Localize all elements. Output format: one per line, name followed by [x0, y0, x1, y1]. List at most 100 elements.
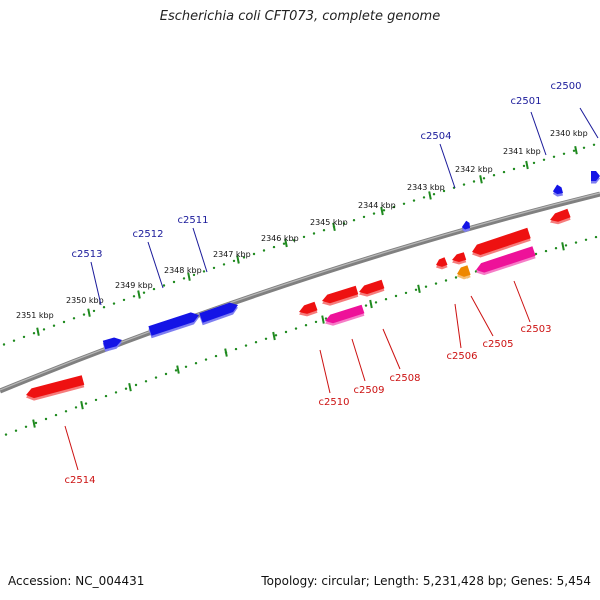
- reverse-callout-line: [470, 295, 494, 337]
- ruler-major-tick: [87, 308, 91, 317]
- ruler-dot: [44, 417, 48, 421]
- ruler-dot: [444, 279, 448, 282]
- ruler-dot: [122, 298, 126, 302]
- gene-body: [436, 257, 448, 267]
- gene-body: [457, 265, 471, 277]
- ruler-major-tick: [369, 299, 373, 309]
- ruler-dot: [242, 256, 246, 259]
- ruler-dot: [112, 302, 116, 305]
- ruler-dot: [114, 391, 118, 394]
- ruler-dot: [512, 167, 516, 171]
- reverse-gene-label: c2505: [483, 339, 514, 350]
- ruler-dot: [372, 212, 376, 215]
- ruler-dot: [304, 324, 308, 327]
- ruler-dot: [2, 343, 6, 346]
- ruler-dot: [32, 332, 36, 335]
- ruler-dot: [314, 320, 318, 324]
- gene-c2502: [550, 208, 571, 225]
- ruler-dot: [394, 294, 398, 298]
- gene-body: [199, 302, 238, 323]
- map-title: Escherichia coli CFT073, complete genome: [159, 9, 441, 24]
- ruler-dot: [412, 199, 416, 202]
- forward-gene-label: c2511: [178, 215, 209, 226]
- ruler-dot: [92, 309, 96, 313]
- ruler-dot: [442, 189, 446, 193]
- ruler-dot: [54, 413, 58, 417]
- ruler-dot: [404, 291, 408, 295]
- ruler-dot: [222, 263, 226, 266]
- ruler-dot: [292, 239, 296, 242]
- ruler-label: 2340 kbp: [550, 129, 588, 138]
- ruler-dot: [214, 354, 218, 358]
- reverse-callout-line: [513, 280, 531, 323]
- ruler-dot: [594, 235, 598, 239]
- ruler-label: 2349 kbp: [115, 281, 153, 290]
- ruler-dot: [434, 282, 438, 285]
- ruler-dot: [424, 285, 428, 288]
- ruler-dot: [152, 287, 156, 291]
- ruler-major-tick: [332, 222, 336, 231]
- gene-body: [322, 285, 359, 304]
- ruler-major-tick: [284, 238, 288, 248]
- ruler-dot: [22, 335, 26, 339]
- ruler-major-tick: [574, 146, 578, 155]
- ruler-dot: [202, 270, 206, 273]
- ruler-dot: [14, 429, 18, 432]
- ruler-dot: [104, 394, 108, 398]
- genome-summary-text: Topology: circular; Length: 5,231,428 bp…: [261, 574, 591, 588]
- genome-backbone: [0, 191, 600, 394]
- forward-gene-label: c2512: [133, 229, 164, 240]
- ruler-major-tick: [176, 365, 180, 374]
- ruler-dot: [134, 383, 138, 387]
- gene-c2514: [26, 375, 85, 401]
- ruler-label: 2345 kbp: [310, 218, 348, 227]
- ruler-dot: [144, 380, 148, 383]
- ruler-dot: [74, 406, 78, 409]
- genome-backbone-highlight: [0, 192, 600, 391]
- ruler-dot: [544, 249, 548, 253]
- ruler-dot: [102, 306, 106, 309]
- reverse-gene-label: c2508: [390, 373, 421, 384]
- gene-body: [591, 171, 600, 181]
- gene-body: [552, 184, 563, 195]
- ruler-dot: [52, 324, 56, 327]
- ruler-dot: [374, 301, 378, 304]
- gene-c2513: [102, 337, 122, 352]
- ruler-dot: [392, 205, 396, 209]
- reverse-callout-line: [454, 303, 462, 349]
- ruler-major-tick: [32, 419, 36, 428]
- ruler-dot: [234, 347, 238, 351]
- ruler-major-tick: [321, 315, 325, 324]
- ruler-label: 2344 kbp: [358, 201, 396, 210]
- ruler-dot: [184, 365, 188, 368]
- ruler-major-tick: [224, 348, 228, 357]
- ruler-dot: [192, 273, 196, 277]
- forward-callout-line: [530, 111, 547, 156]
- ruler-dot: [322, 229, 326, 232]
- ruler-dot: [4, 433, 8, 436]
- reverse-gene-label: c2509: [354, 385, 385, 396]
- ruler-dot: [244, 344, 248, 347]
- ruler-dot: [414, 288, 418, 291]
- ruler-dot: [532, 161, 536, 165]
- ruler-dot: [64, 410, 68, 413]
- ruler-dot: [562, 152, 566, 155]
- accession-text: Accession: NC_004431: [8, 574, 145, 588]
- gene-body: [102, 337, 122, 350]
- ruler-dot: [554, 247, 558, 250]
- ruler-dot: [282, 242, 286, 245]
- gene-c2511: [199, 302, 238, 326]
- forward-gene-label: c2500: [551, 81, 582, 92]
- ruler-dot: [132, 295, 136, 298]
- forward-callout-line: [439, 143, 456, 189]
- ruler-dot: [312, 232, 316, 235]
- gene-c2505: [472, 227, 531, 258]
- reverse-gene-label: c2514: [65, 475, 96, 486]
- ruler-dot: [232, 259, 236, 263]
- ruler-major-tick: [236, 255, 240, 264]
- outer-ruler: 2340 kbp 2341 kbp 2342 kbp 2343 kbp 2344 kbp…: [2, 129, 596, 346]
- gene-body: [452, 252, 467, 262]
- forward-gene-label: c2501: [511, 96, 542, 107]
- ruler-major-tick: [36, 327, 40, 336]
- forward-gene-label: c2504: [421, 131, 452, 142]
